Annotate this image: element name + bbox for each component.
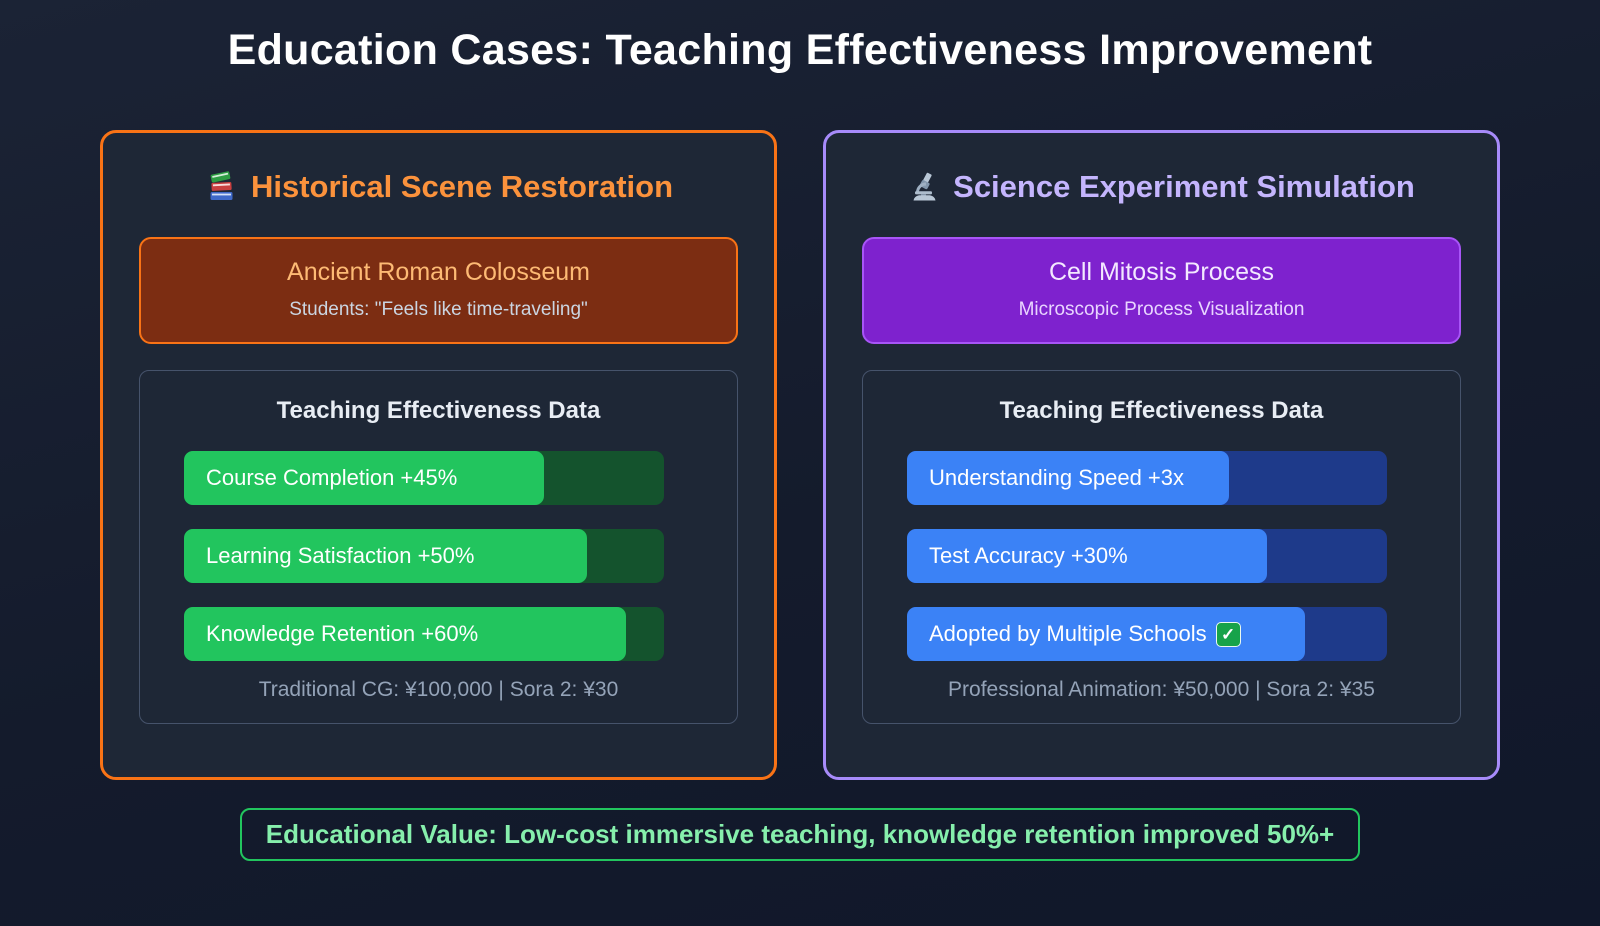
bar-label: Course Completion +45% xyxy=(206,465,458,490)
bars-list: Understanding Speed +3x Test Accuracy +3… xyxy=(863,451,1460,661)
books-icon xyxy=(204,170,238,204)
page-title: Education Cases: Teaching Effectiveness … xyxy=(227,26,1373,74)
feature-box-colosseum: Ancient Roman Colosseum Students: "Feels… xyxy=(139,237,738,344)
feature-subtitle: Microscopic Process Visualization xyxy=(1018,299,1305,320)
data-panel: Teaching Effectiveness Data Understandin… xyxy=(862,370,1461,724)
progress-bar-learning-satisfaction: Learning Satisfaction +50% xyxy=(184,529,588,583)
card-historical-header: Historical Scene Restoration xyxy=(139,169,738,205)
feature-title: Ancient Roman Colosseum xyxy=(287,258,590,286)
check-icon: ✓ xyxy=(1215,621,1241,647)
feature-box-mitosis: Cell Mitosis Process Microscopic Process… xyxy=(862,237,1461,344)
bar-label: Knowledge Retention +60% xyxy=(206,621,479,646)
progress-track: Adopted by Multiple Schools ✓ xyxy=(907,607,1387,661)
cost-comparison-note: Professional Animation: ¥50,000 | Sora 2… xyxy=(948,678,1375,701)
progress-bar-knowledge-retention: Knowledge Retention +60% xyxy=(184,607,626,661)
bar-label: Learning Satisfaction +50% xyxy=(206,543,475,568)
progress-bar-course-completion: Course Completion +45% xyxy=(184,451,544,505)
progress-bar-schools-adoption: Adopted by Multiple Schools ✓ xyxy=(907,607,1306,661)
card-title: Historical Scene Restoration xyxy=(250,169,674,204)
footer: Educational Value: Low-cost immersive te… xyxy=(0,808,1600,861)
bar-label: Understanding Speed +3x xyxy=(929,465,1185,490)
progress-bar-test-accuracy: Test Accuracy +30% xyxy=(907,529,1267,583)
cost-comparison-note: Traditional CG: ¥100,000 | Sora 2: ¥30 xyxy=(258,678,619,701)
bar-label: Adopted by Multiple Schools xyxy=(929,621,1207,646)
progress-track: Understanding Speed +3x xyxy=(907,451,1387,505)
progress-track: Course Completion +45% xyxy=(184,451,664,505)
panel-heading: Teaching Effectiveness Data xyxy=(276,397,601,424)
educational-value-banner: Educational Value: Low-cost immersive te… xyxy=(239,808,1361,861)
card-science-experiment: Science Experiment Simulation Cell Mitos… xyxy=(823,130,1500,780)
feature-subtitle: Students: "Feels like time-traveling" xyxy=(289,299,588,320)
card-historical-scene: Historical Scene Restoration Ancient Rom… xyxy=(100,130,777,780)
progress-bar-understanding-speed: Understanding Speed +3x xyxy=(907,451,1229,505)
microscope-icon xyxy=(908,171,940,203)
progress-track: Test Accuracy +30% xyxy=(907,529,1387,583)
bar-label: Test Accuracy +30% xyxy=(929,543,1128,568)
card-science-header: Science Experiment Simulation xyxy=(862,169,1461,205)
progress-track: Learning Satisfaction +50% xyxy=(184,529,664,583)
slide: Education Cases: Teaching Effectiveness … xyxy=(0,26,1600,926)
card-title: Science Experiment Simulation xyxy=(953,169,1415,204)
cards-row: Historical Scene Restoration Ancient Rom… xyxy=(100,130,1500,780)
data-panel: Teaching Effectiveness Data Course Compl… xyxy=(139,370,738,724)
panel-heading: Teaching Effectiveness Data xyxy=(999,397,1324,424)
bars-list: Course Completion +45% Learning Satisfac… xyxy=(140,451,737,661)
progress-track: Knowledge Retention +60% xyxy=(184,607,664,661)
feature-title: Cell Mitosis Process xyxy=(1048,258,1275,286)
